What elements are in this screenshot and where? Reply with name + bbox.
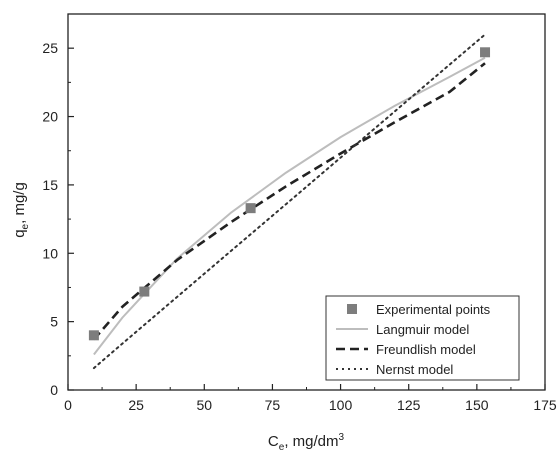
legend-label: Experimental points (376, 302, 491, 317)
legend-box (325, 295, 520, 381)
y-tick-label: 5 (50, 314, 58, 330)
y-tick-label: 20 (42, 109, 58, 125)
x-axis-title-sup: 3 (339, 432, 345, 443)
y-tick-label: 15 (42, 177, 58, 193)
y-tick-label: 0 (50, 382, 58, 398)
y-tick-label: 10 (42, 245, 58, 261)
x-tick-label: 50 (196, 397, 212, 413)
nernst-model-line (92, 33, 486, 370)
series-layer (88, 33, 491, 370)
x-tick-label: 100 (329, 397, 353, 413)
experimental-point (245, 203, 256, 214)
experimental-point (480, 47, 491, 58)
x-tick-label: 0 (64, 397, 72, 413)
experimental-point (139, 286, 150, 297)
y-axis-title-main: q (11, 229, 28, 237)
legend-label: Freundlish model (376, 342, 476, 357)
langmuir-model-line (93, 56, 486, 356)
axes-layer: 0 25 50 75 100 125 150 175 0 5 10 15 20 25 (42, 13, 557, 413)
x-tick-label: 150 (465, 397, 489, 413)
x-axis-title: Ce, mg/dm3 (268, 432, 345, 453)
legend-label: Nernst model (376, 362, 453, 377)
x-axis-title-sub: e (279, 442, 285, 453)
x-axis-title-main: C (268, 433, 279, 450)
legend: Experimental points Langmuir model Freundl… (325, 295, 520, 381)
y-axis-title: qe, mg/g (11, 182, 31, 238)
x-tick-label: 125 (397, 397, 421, 413)
x-tick-label: 175 (533, 397, 557, 413)
legend-label: Langmuir model (376, 322, 469, 337)
y-axis-title-sub: e (20, 223, 31, 229)
experimental-point (88, 330, 99, 341)
y-axis-title-unit: , mg/g (11, 182, 28, 224)
x-axis-title-unit: , mg/dm (284, 433, 338, 450)
freundlish-model-line (92, 62, 486, 341)
x-tick-label: 25 (128, 397, 144, 413)
x-tick-label: 75 (265, 397, 281, 413)
legend-marker-square (347, 304, 357, 314)
y-tick-label: 25 (42, 40, 58, 56)
